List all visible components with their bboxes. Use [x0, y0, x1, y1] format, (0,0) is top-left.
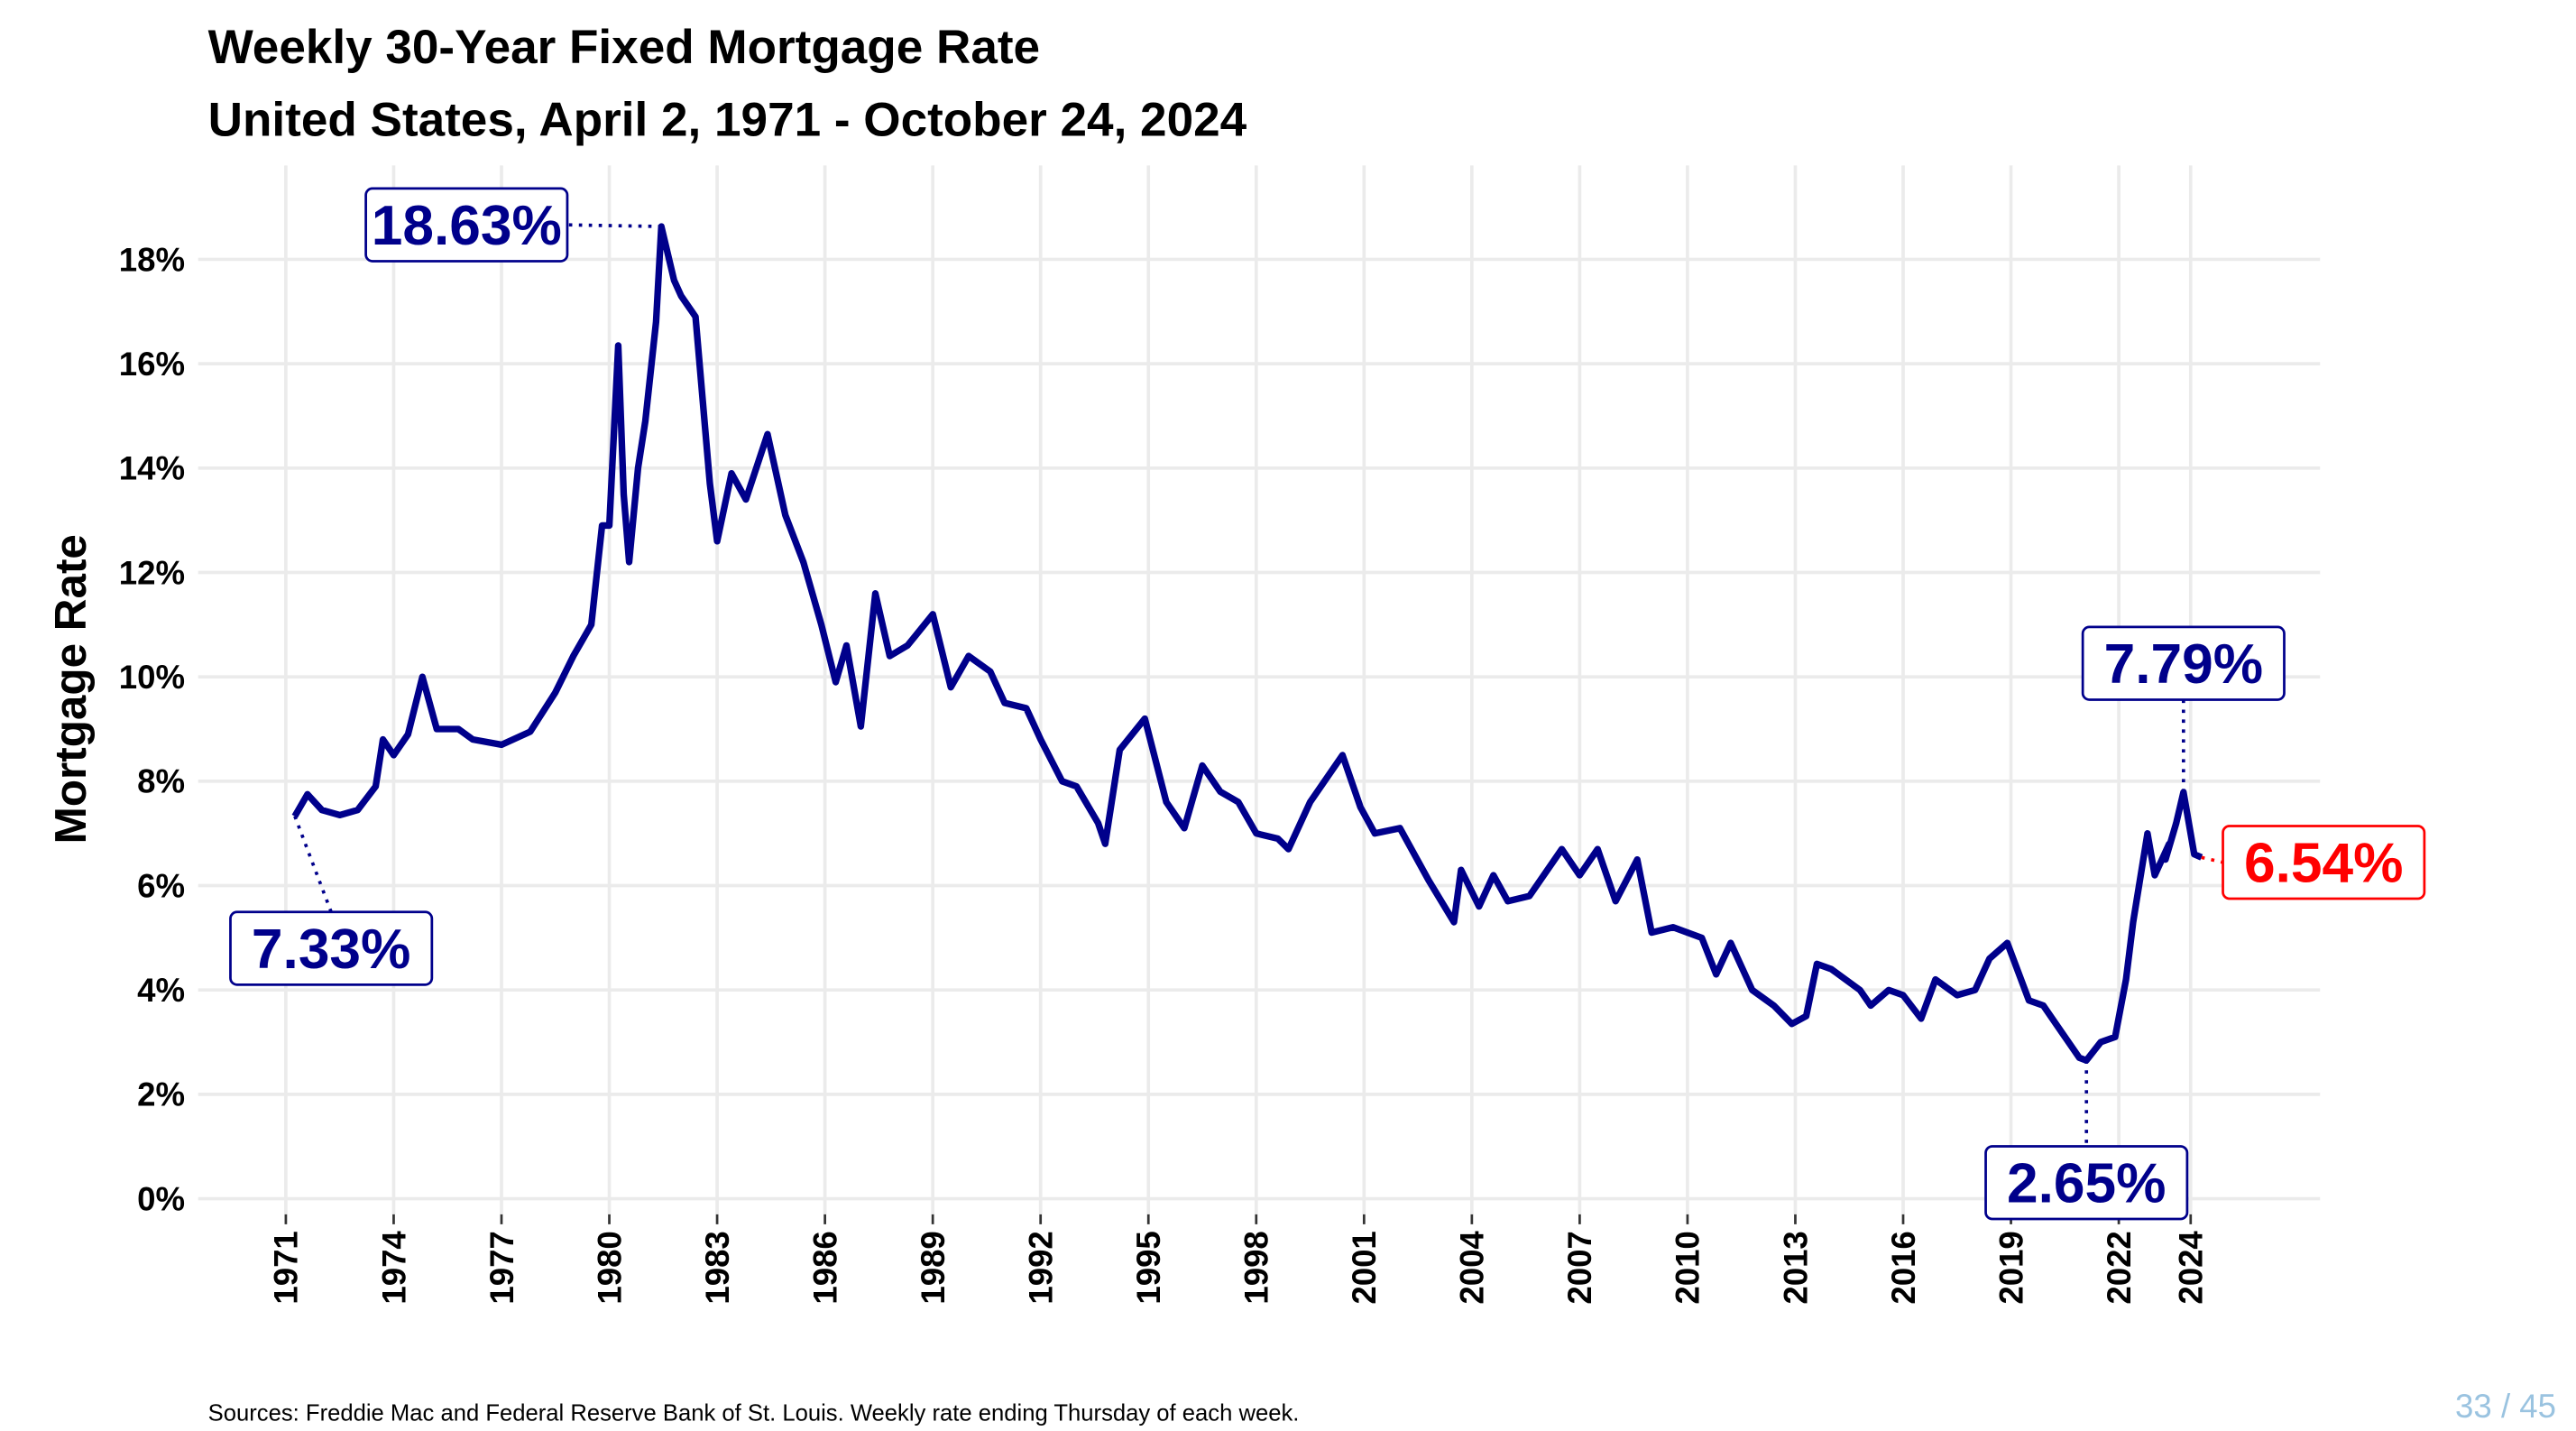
x-tick-label: 1989 [915, 1231, 952, 1304]
annotation-box [2222, 825, 2426, 900]
y-tick-label: 18% [119, 241, 185, 278]
x-tick-label: 1980 [591, 1231, 628, 1304]
annotation-label: 6.54% [2244, 833, 2403, 895]
x-tick-label: 1974 [375, 1231, 412, 1305]
x-tick-label: 2001 [1346, 1231, 1383, 1304]
x-tick-label: 1971 [268, 1231, 305, 1304]
page-number: 33 / 45 [2455, 1388, 2556, 1425]
annotation-label: 7.33% [252, 919, 410, 981]
y-tick-label: 8% [137, 763, 185, 800]
x-tick-label: 2007 [1561, 1231, 1598, 1304]
annotation-box [1984, 1145, 2189, 1221]
x-tick-label: 2022 [2101, 1231, 2138, 1304]
x-tick-label: 2013 [1777, 1231, 1814, 1304]
annotation-box [2081, 625, 2286, 701]
x-tick-label: 2016 [1885, 1231, 1922, 1304]
annotation-connector [2201, 855, 2223, 864]
source-note: Sources: Freddie Mac and Federal Reserve… [208, 1401, 1300, 1426]
y-tick-label: 2% [137, 1076, 185, 1113]
x-tick-label: 2004 [1454, 1231, 1491, 1305]
y-axis-label: Mortgage Rate [46, 534, 96, 844]
x-tick-label: 2010 [1670, 1231, 1707, 1304]
y-tick-label: 10% [119, 659, 185, 696]
annotation-label: 7.79% [2104, 633, 2263, 696]
x-tick-label: 2019 [1992, 1231, 2029, 1304]
x-tick-label: 1998 [1238, 1231, 1275, 1304]
annotation-box [364, 187, 569, 263]
y-tick-label: 6% [137, 867, 185, 904]
annotation-label: 18.63% [372, 195, 562, 257]
x-tick-label: 1977 [483, 1231, 520, 1304]
y-tick-label: 12% [119, 554, 185, 591]
y-tick-label: 14% [119, 450, 185, 487]
annotation-box [229, 910, 434, 986]
x-tick-label: 1992 [1023, 1231, 1060, 1304]
y-tick-label: 0% [137, 1180, 185, 1217]
x-tick-label: 1986 [806, 1231, 843, 1304]
annotation-connector [566, 223, 662, 228]
y-tick-label: 4% [137, 972, 185, 1009]
y-tick-label: 16% [119, 346, 185, 383]
rate-line [291, 223, 2203, 1064]
x-tick-label: 1983 [699, 1231, 736, 1304]
annotation-connector [293, 815, 333, 913]
annotation-label: 2.65% [2007, 1153, 2166, 1215]
chart-subtitle: United States, April 2, 1971 - October 2… [208, 93, 1247, 146]
x-tick-label: 2024 [2173, 1231, 2210, 1305]
chart-title: Weekly 30-Year Fixed Mortgage Rate [208, 21, 1040, 74]
x-tick-label: 1995 [1130, 1231, 1167, 1304]
